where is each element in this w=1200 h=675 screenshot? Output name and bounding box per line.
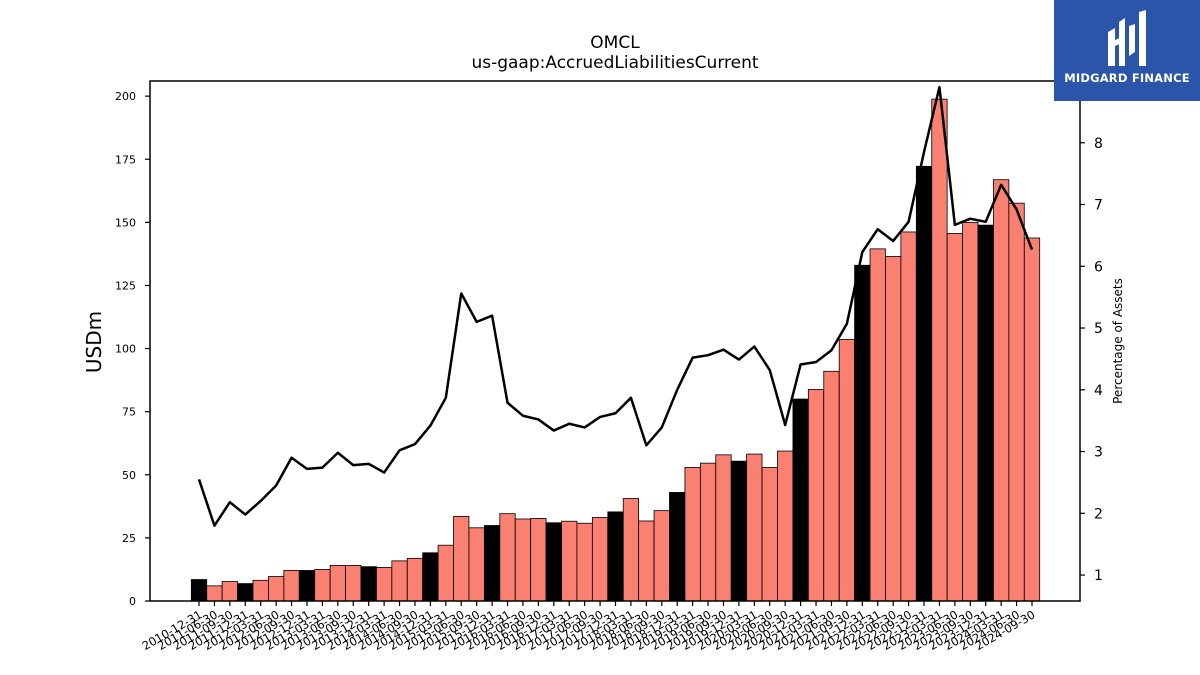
bar-2011-09-30 (221, 581, 238, 602)
y2-tick-label: 2 (1094, 506, 1103, 522)
y-tick-label: 75 (122, 406, 136, 419)
bar-2023-03-31 (931, 98, 948, 602)
bar-2016-12-31 (545, 522, 562, 602)
bar-2018-09-30 (653, 510, 670, 602)
y2-tick-label: 5 (1094, 321, 1103, 337)
bar-2012-03-31 (252, 579, 269, 602)
bar-2013-09-30 (345, 565, 362, 602)
bar-2020-06-30 (761, 467, 778, 602)
chart-subtitle: us-gaap:AccruedLiabilitiesCurrent (471, 53, 758, 73)
bar-2015-12-31 (483, 525, 501, 602)
y-tick-label: 175 (115, 153, 136, 166)
bar-2014-06-30 (391, 560, 408, 602)
bar-2019-12-31 (730, 460, 748, 602)
bar-2010-12-31 (190, 579, 208, 602)
bar-2014-03-31 (376, 567, 393, 602)
y2-tick-label: 6 (1094, 259, 1103, 275)
bar-2024-06-30 (1008, 202, 1025, 602)
y2-tick-label: 1 (1094, 568, 1103, 584)
bar-2022-09-30 (900, 231, 917, 602)
axes-layer: 0255075100125150175200123456782010-12-31… (115, 80, 1103, 653)
y-tick-label: 150 (115, 216, 136, 229)
bar-2012-09-30 (283, 570, 300, 602)
percentage-line (197, 85, 1034, 527)
bar-2024-03-31 (993, 179, 1010, 602)
y2-tick-label: 4 (1094, 383, 1103, 399)
bar-2022-03-31 (869, 248, 886, 602)
bar-2021-06-30 (823, 370, 840, 602)
bar-2013-06-30 (329, 565, 346, 602)
bar-2022-12-31 (915, 165, 933, 602)
bar-2019-03-31 (684, 467, 701, 602)
y-tick-label: 25 (122, 532, 136, 545)
y-tick-label: 200 (115, 90, 136, 103)
bar-2024-09-30 (1023, 237, 1041, 602)
y-axis-label: USDm (82, 311, 106, 373)
bar-2011-06-30 (206, 585, 223, 602)
bar-2012-12-31 (298, 570, 316, 602)
midgard-finance-logo: MIDGARD FINANCE (1054, 0, 1200, 101)
bar-2018-12-31 (669, 492, 686, 602)
bar-2015-03-31 (437, 544, 454, 602)
bar-2016-03-31 (499, 513, 516, 602)
bar-2015-06-30 (453, 516, 470, 602)
bar-2014-09-30 (406, 557, 424, 602)
bar-2023-06-30 (946, 233, 963, 602)
bar-2017-09-30 (591, 517, 609, 602)
bar-2020-12-31 (792, 398, 809, 602)
bar-2018-06-30 (638, 520, 655, 602)
bar-2012-06-30 (268, 576, 285, 602)
y-tick-label: 100 (115, 343, 136, 356)
bar-2019-09-30 (715, 454, 732, 602)
bar-2020-09-30 (777, 450, 794, 602)
bar-2021-03-31 (807, 389, 825, 602)
y2-tick-label: 7 (1094, 198, 1103, 214)
line-layer (197, 85, 1034, 527)
bars-layer (190, 98, 1041, 602)
y2-tick-label: 8 (1094, 136, 1103, 152)
y-tick-label: 125 (115, 279, 136, 292)
bar-2013-03-31 (314, 569, 331, 602)
y-tick-label: 50 (122, 469, 136, 482)
bar-2021-09-30 (838, 339, 855, 602)
midgard-logo-icon (1108, 10, 1146, 66)
y2-axis-label: Percentage of Assets (1111, 278, 1125, 404)
bar-2015-09-30 (468, 527, 485, 602)
bar-2016-09-30 (530, 518, 547, 602)
bar-2017-03-31 (561, 520, 578, 602)
bar-2017-12-31 (607, 511, 624, 602)
y2-tick-label: 3 (1094, 445, 1103, 461)
bar-2016-06-30 (514, 518, 532, 602)
bar-2013-12-31 (360, 566, 377, 602)
bar-2023-09-30 (962, 221, 979, 602)
bar-2017-06-30 (576, 522, 593, 602)
y-tick-label: 0 (129, 595, 136, 608)
bar-2022-06-30 (885, 256, 902, 602)
logo-text: MIDGARD FINANCE (1064, 71, 1190, 85)
bar-2014-12-31 (422, 552, 439, 602)
bar-2019-06-30 (699, 462, 717, 602)
bar-2023-12-31 (977, 224, 994, 602)
chart-title: OMCL (590, 33, 640, 53)
bar-2021-12-31 (854, 264, 871, 602)
bar-2020-03-31 (746, 453, 763, 602)
bar-2011-12-31 (237, 583, 254, 602)
bar-2018-03-31 (622, 498, 640, 602)
